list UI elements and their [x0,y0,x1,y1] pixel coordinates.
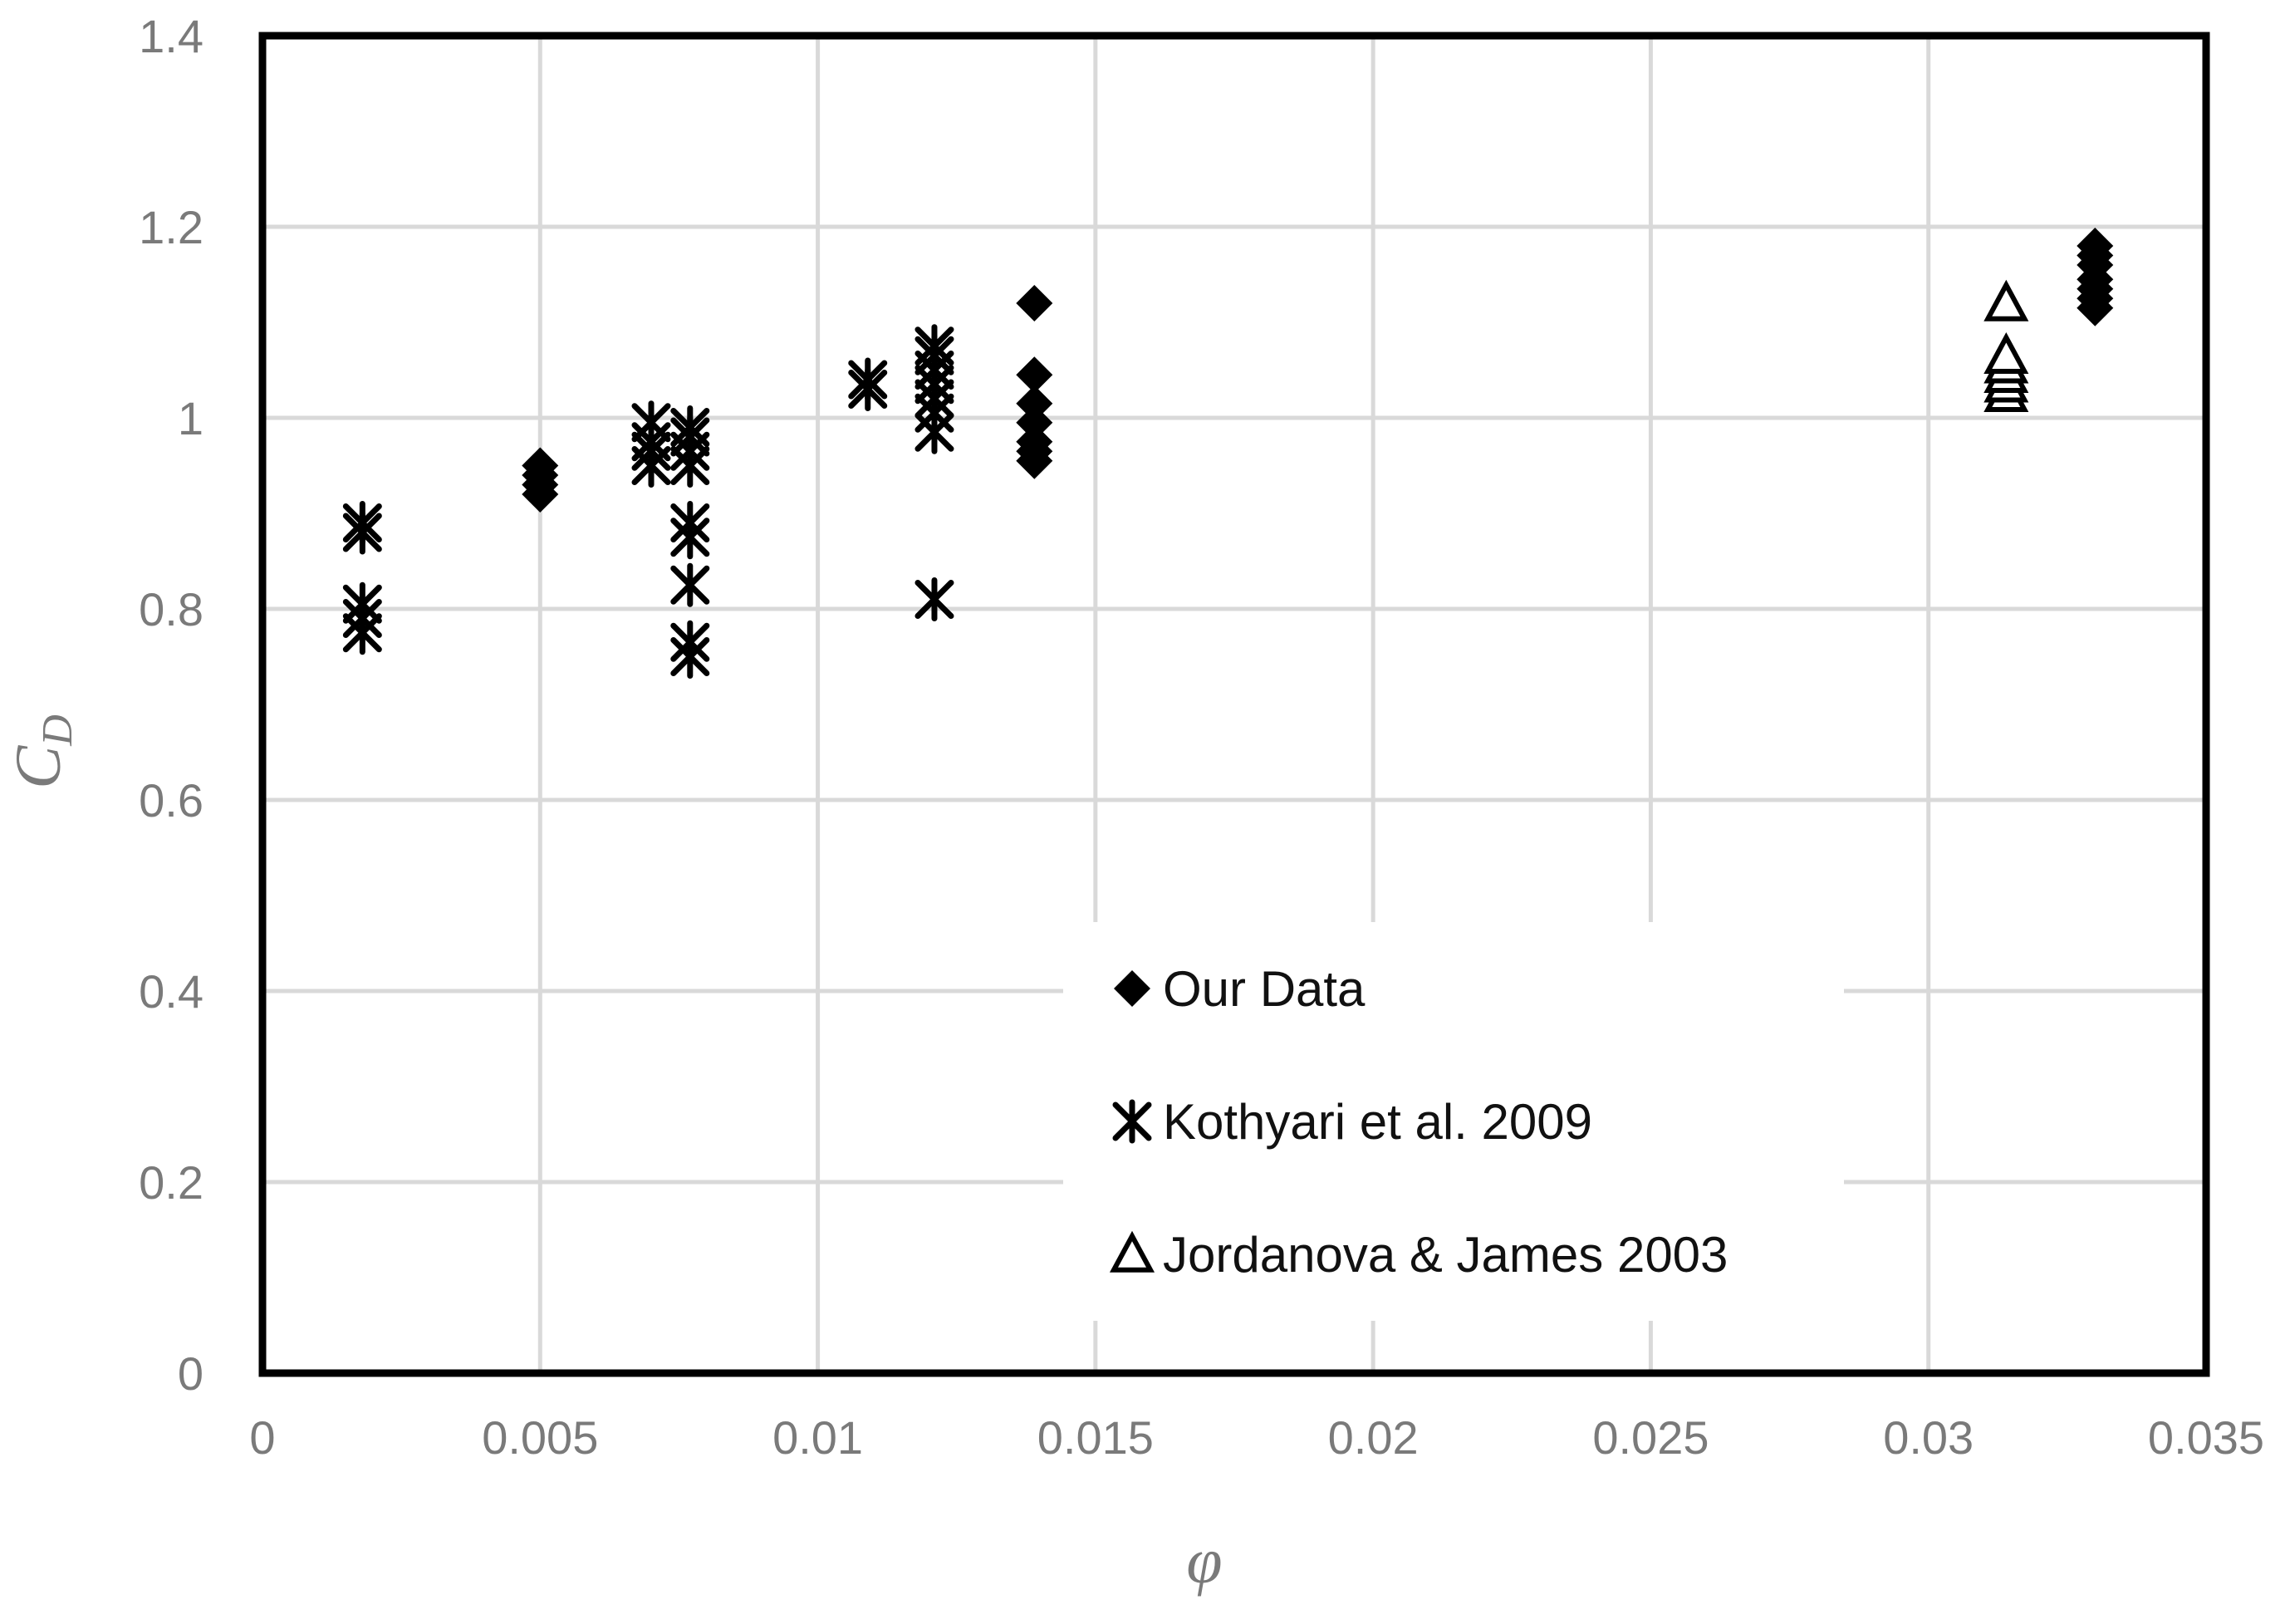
y-tick-label: 1 [178,392,203,444]
data-points [342,228,2114,679]
series-1 [342,324,954,679]
legend-marker [1109,1230,1155,1273]
data-point [1016,356,1053,394]
legend-item: Kothyari et al. 2009 [1112,1094,1592,1150]
y-tick-label: 0.6 [139,774,203,827]
legend: Our Data Kothyari et al. 2009 Jordanova & … [1109,961,1728,1283]
data-point [342,581,382,626]
data-point [1983,279,2029,321]
x-tick-label: 0.03 [1883,1411,1974,1464]
data-point [2077,228,2114,264]
x-tick-label: 0.02 [1328,1411,1419,1464]
data-point [670,562,710,607]
data-point [1016,404,1053,441]
data-point [1016,423,1053,460]
plot-area-frame [258,32,2210,1377]
series-0 [522,228,2114,513]
y-axis-title-subscript: D [34,714,81,747]
x-axis-title: φ [1186,1524,1222,1597]
data-point [1983,331,2029,374]
legend-marker [1112,1099,1152,1144]
y-tick-label: 1.4 [139,10,203,62]
x-tick-label: 0.035 [2148,1411,2264,1464]
legend-marker [1114,970,1150,1007]
data-point [342,501,382,545]
legend-label: Our Data [1163,961,1366,1017]
legend-item: Jordanova & James 2003 [1109,1227,1728,1283]
y-tick-label: 1.2 [139,201,203,253]
data-point [848,357,888,402]
grid-lines [260,33,2209,1376]
legend-box [1063,922,1844,1321]
data-point [914,324,954,369]
data-point [670,501,710,545]
legend-label: Jordanova & James 2003 [1163,1227,1728,1283]
data-point [670,405,710,449]
legend-label: Kothyari et al. 2009 [1163,1094,1592,1150]
data-point [1016,285,1053,321]
tick-labels: 0 0.005 0.01 0.015 0.02 0.025 0.03 0.035 0 0.2 0.4… [139,10,2264,1464]
y-tick-label: 0 [178,1347,203,1400]
data-point [914,577,954,621]
x-tick-label: 0.01 [772,1411,863,1464]
x-tick-label: 0.005 [482,1411,598,1464]
data-point [670,620,710,665]
series-2 [1983,279,2029,412]
legend-item: Our Data [1114,961,1366,1017]
x-tick-label: 0 [249,1411,275,1464]
y-axis-title-main: C [2,745,74,789]
y-axis-title: CD [2,714,81,789]
data-point [1016,385,1053,422]
y-tick-label: 0.2 [139,1156,203,1209]
x-tick-label: 0.015 [1037,1411,1154,1464]
data-point [522,447,559,484]
y-tick-label: 0.4 [139,965,203,1018]
x-tick-label: 0.025 [1592,1411,1709,1464]
y-tick-label: 0.8 [139,583,203,635]
data-point [631,400,671,445]
